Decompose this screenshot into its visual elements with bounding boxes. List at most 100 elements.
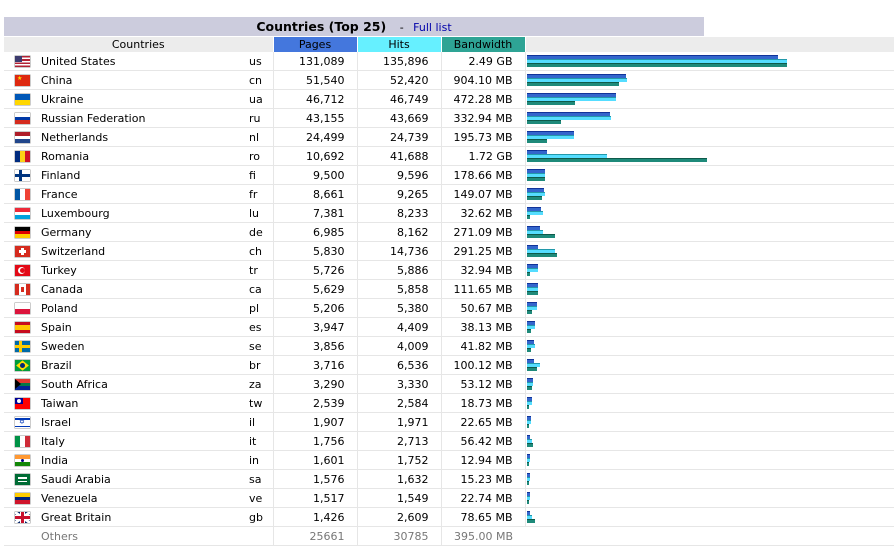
- table-row: Russian Federation ru 43,155 43,669 332.94 M…: [4, 108, 894, 128]
- ro-flag-icon: [15, 151, 30, 162]
- pages-value: 2,539: [272, 393, 357, 413]
- table-row: Brazil br 3,716 6,536 100.12 MB: [4, 355, 894, 375]
- others-flag-cell: [4, 526, 41, 546]
- country-name: Taiwan: [41, 393, 249, 413]
- bar-group: [526, 375, 894, 393]
- se-flag-icon: [15, 341, 30, 352]
- bandwidth-value: 332.94 MB: [440, 108, 525, 128]
- pages-value: 10,692: [272, 146, 357, 166]
- bar-group: [526, 508, 894, 526]
- pages-value: 9,500: [272, 165, 357, 185]
- pages-bar: [526, 416, 531, 420]
- hits-value: 9,596: [356, 165, 441, 185]
- country-name: Switzerland: [41, 241, 249, 261]
- others-pages: 25661: [272, 526, 357, 546]
- others-graph-cell: [525, 526, 894, 546]
- bandwidth-value: 41.82 MB: [440, 336, 525, 356]
- country-code: lu: [249, 203, 273, 223]
- pages-bar: [526, 169, 545, 173]
- pages-column-header[interactable]: Pages: [273, 37, 358, 52]
- bar-graph-cell: [524, 108, 894, 128]
- others-code-cell: [249, 526, 273, 546]
- tr-flag-icon: [15, 265, 30, 276]
- country-name: Russian Federation: [41, 108, 249, 128]
- bar-graph-cell: [524, 393, 894, 413]
- gb-flag-icon: [15, 512, 30, 523]
- bandwidth-bar: [526, 291, 538, 295]
- country-name: Romania: [41, 146, 249, 166]
- country-flag-cell: [4, 431, 41, 451]
- country-flag-cell: [4, 374, 41, 394]
- country-code: pl: [249, 298, 273, 318]
- full-list-link[interactable]: Full list: [413, 21, 452, 34]
- hits-bar: [526, 477, 530, 481]
- bandwidth-value: 56.42 MB: [440, 431, 525, 451]
- bandwidth-value: 271.09 MB: [440, 222, 525, 242]
- hits-bar: [526, 97, 616, 101]
- bar-graph-cell: [524, 298, 894, 318]
- hits-column-header[interactable]: Hits: [357, 37, 442, 52]
- bar-graph-cell: [524, 260, 894, 280]
- bar-group: [526, 318, 894, 336]
- bandwidth-value: 15.23 MB: [440, 469, 525, 489]
- country-flag-cell: [4, 146, 41, 166]
- table-row: Ukraine ua 46,712 46,749 472.28 MB: [4, 89, 894, 109]
- pages-value: 5,629: [272, 279, 357, 299]
- pages-value: 5,830: [272, 241, 357, 261]
- hits-value: 52,420: [356, 70, 441, 90]
- bar-group: [526, 261, 894, 279]
- pages-value: 3,947: [272, 317, 357, 337]
- country-flag-cell: [4, 355, 41, 375]
- bandwidth-bar: [526, 329, 531, 333]
- pages-bar: [526, 359, 534, 363]
- country-name: India: [41, 450, 249, 470]
- hits-bar: [526, 496, 530, 500]
- bandwidth-value: 22.65 MB: [440, 412, 525, 432]
- bar-graph-cell: [524, 279, 894, 299]
- bar-group: [526, 147, 894, 165]
- hits-bar: [526, 154, 607, 158]
- pages-value: 51,540: [272, 70, 357, 90]
- hits-value: 5,858: [356, 279, 441, 299]
- bar-group: [526, 128, 894, 146]
- za-flag-icon: [15, 379, 30, 390]
- bandwidth-bar: [526, 63, 787, 67]
- bar-group: [526, 451, 894, 469]
- hits-value: 4,009: [356, 336, 441, 356]
- country-code: us: [249, 52, 273, 71]
- hits-bar: [526, 420, 531, 424]
- country-name: Saudi Arabia: [41, 469, 249, 489]
- bandwidth-column-header[interactable]: Bandwidth: [441, 37, 526, 52]
- bar-group: [526, 90, 894, 108]
- country-flag-cell: [4, 393, 41, 413]
- country-code: ua: [249, 89, 273, 109]
- hits-bar: [526, 230, 543, 234]
- country-code: es: [249, 317, 273, 337]
- bandwidth-bar: [526, 443, 533, 447]
- hits-value: 2,584: [356, 393, 441, 413]
- bar-graph-cell: [524, 146, 894, 166]
- table-row: Netherlands nl 24,499 24,739 195.73 MB: [4, 127, 894, 147]
- countries-column-header[interactable]: Countries: [4, 37, 274, 52]
- bar-graph-cell: [524, 184, 894, 204]
- country-code: il: [249, 412, 273, 432]
- pages-value: 1,517: [272, 488, 357, 508]
- hits-bar: [526, 249, 555, 253]
- table-row: Spain es 3,947 4,409 38.13 MB: [4, 317, 894, 337]
- country-flag-cell: [4, 298, 41, 318]
- country-code: gb: [249, 507, 273, 527]
- country-code: tw: [249, 393, 273, 413]
- bandwidth-bar: [526, 101, 575, 105]
- country-name: United States: [41, 52, 249, 71]
- country-name: Israel: [41, 412, 249, 432]
- hits-bar: [526, 135, 574, 139]
- bandwidth-value: 53.12 MB: [440, 374, 525, 394]
- countries-table-body: United States us 131,089 135,896 2.49 GB ★ Chi…: [4, 52, 894, 546]
- bar-graph-cell: [524, 89, 894, 109]
- hits-value: 5,380: [356, 298, 441, 318]
- bar-graph-cell: [524, 507, 894, 527]
- bandwidth-value: 472.28 MB: [440, 89, 525, 109]
- bar-group: [526, 413, 894, 431]
- hits-bar: [526, 382, 533, 386]
- country-name: Venezuela: [41, 488, 249, 508]
